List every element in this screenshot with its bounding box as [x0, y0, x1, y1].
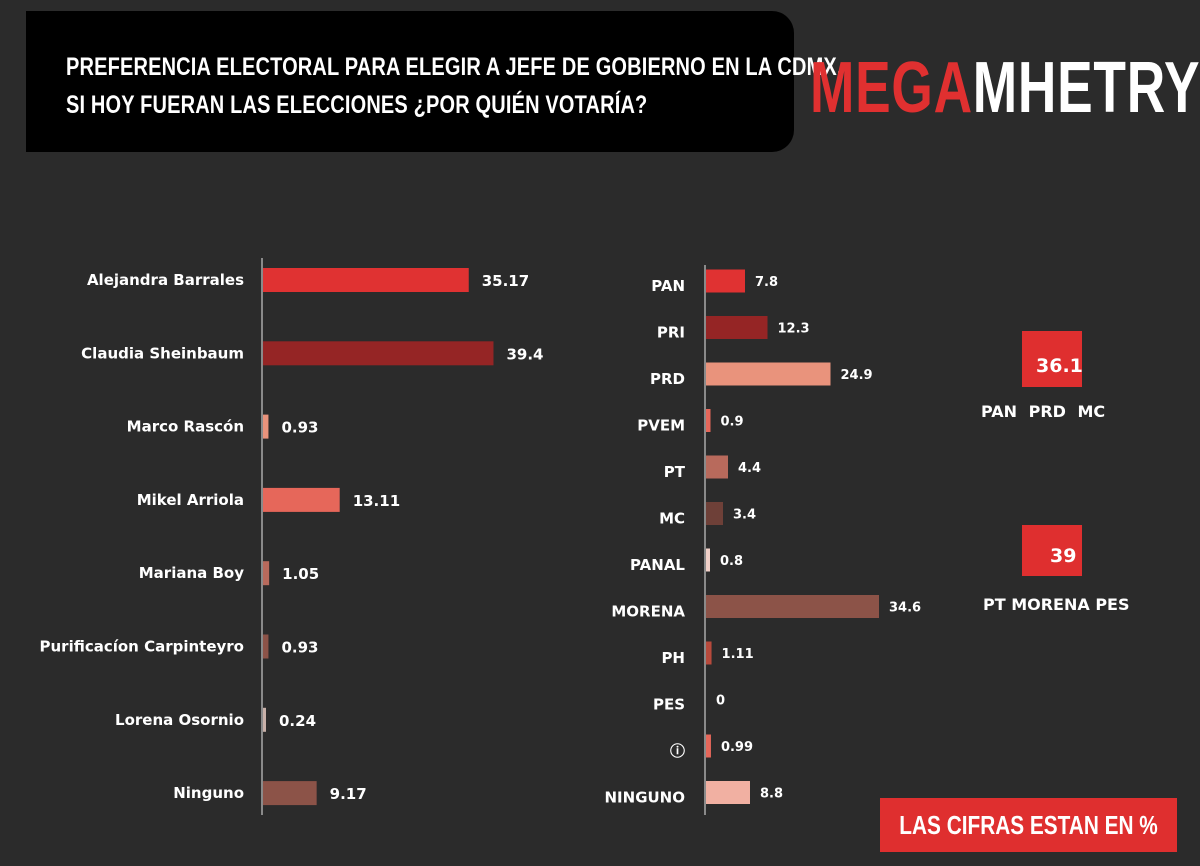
- party-value-label: 8.8: [760, 787, 783, 802]
- party-bar: [706, 269, 745, 293]
- candidate-bar: [263, 781, 317, 806]
- chart-title-line-1: PREFERENCIA ELECTORAL PARA ELEGIR A JEFE…: [66, 53, 843, 81]
- candidate-value-label: 9.17: [330, 785, 367, 803]
- party-bar: [706, 316, 768, 339]
- party-category-label: PT: [664, 463, 686, 481]
- coalition-box-1: [1022, 331, 1082, 387]
- party-category-label: PRI: [657, 324, 685, 342]
- logo-part-mega: MEGA: [810, 48, 973, 128]
- party-preference-chart: PAN 7.8 PRI 12.3 PRD 24.9 PVEM 0.9 PT 4.4 MC 3.4 PAN…: [605, 265, 921, 815]
- units-note-text: LAS CIFRAS ESTAN EN %: [899, 809, 1158, 840]
- coalition-members-2: PT MORENA PES: [983, 595, 1130, 614]
- party-value-label: 1.11: [722, 647, 754, 662]
- chart-title-line-2: SI HOY FUERAN LAS ELECCIONES ¿POR QUIÉN …: [66, 91, 648, 119]
- party-category-label: PRD: [650, 370, 685, 388]
- party-value-label: 0.99: [721, 740, 753, 755]
- coalition-value-2: 39: [1050, 545, 1077, 567]
- candidate-bar: [263, 707, 266, 732]
- party-bar: [706, 409, 711, 432]
- candidate-preference-chart: Alejandra Barrales 35.17 Claudia Sheinbaum…: [40, 258, 544, 815]
- candidate-value-label: 35.17: [482, 272, 529, 290]
- party-bar: [706, 595, 879, 618]
- coalition-value-1: 36.1: [1036, 355, 1083, 377]
- candidate-category-label: Ninguno: [173, 784, 244, 802]
- party-value-label: 34.6: [889, 601, 921, 616]
- coalition-members-1: PAN PRD MC: [981, 402, 1106, 421]
- party-value-label: 0: [716, 694, 725, 709]
- candidate-bar: [263, 634, 269, 659]
- party-value-label: 3.4: [733, 508, 756, 523]
- units-note: LAS CIFRAS ESTAN EN %: [880, 798, 1177, 852]
- candidate-value-label: 13.11: [353, 492, 400, 510]
- logo-part-mhetryk: MHETRYK: [972, 48, 1200, 128]
- candidate-value-label: 0.93: [281, 639, 318, 657]
- party-category-label: ⓘ: [670, 742, 685, 760]
- candidate-value-label: 0.93: [281, 419, 318, 437]
- candidate-category-label: Mikel Arriola: [137, 491, 244, 509]
- party-category-label: MC: [659, 510, 685, 528]
- candidate-bar: [263, 341, 494, 366]
- party-category-label: PH: [661, 649, 685, 667]
- candidate-category-label: Alejandra Barrales: [87, 271, 244, 289]
- candidate-value-label: 0.24: [279, 712, 316, 730]
- party-bar: [706, 781, 750, 804]
- coalition-box-2: [1022, 525, 1082, 576]
- party-bar: [706, 362, 831, 386]
- candidate-category-label: Lorena Osornio: [115, 711, 244, 729]
- party-category-label: MORENA: [611, 603, 685, 621]
- party-value-label: 4.4: [738, 461, 761, 476]
- party-bar: [706, 734, 711, 758]
- party-category-label: NINGUNO: [605, 789, 686, 807]
- party-category-label: PANAL: [630, 556, 685, 574]
- party-value-label: 0.8: [720, 554, 743, 569]
- party-category-label: PAN: [651, 277, 685, 295]
- candidate-category-label: Marco Rascón: [127, 418, 244, 436]
- party-bar: [706, 548, 710, 572]
- title-banner: PREFERENCIA ELECTORAL PARA ELEGIR A JEFE…: [26, 11, 842, 152]
- candidate-category-label: Purificacíon Carpinteyro: [40, 638, 245, 656]
- candidate-bar: [263, 561, 270, 586]
- brand-logo: MEGAMHETRYK: [810, 52, 1200, 124]
- party-category-label: PES: [653, 696, 685, 714]
- party-category-label: PVEM: [637, 417, 685, 435]
- party-bar: [706, 502, 723, 525]
- party-bar: [706, 455, 728, 479]
- party-value-label: 7.8: [755, 275, 778, 290]
- party-bar: [706, 641, 712, 665]
- party-value-label: 12.3: [778, 322, 810, 337]
- candidate-bar: [263, 487, 340, 512]
- candidate-bar: [263, 268, 469, 292]
- candidate-category-label: Mariana Boy: [139, 564, 244, 582]
- candidate-category-label: Claudia Sheinbaum: [81, 344, 244, 362]
- candidate-value-label: 1.05: [282, 565, 319, 583]
- candidate-value-label: 39.4: [506, 345, 543, 363]
- party-value-label: 24.9: [841, 368, 873, 383]
- candidate-bar: [263, 414, 269, 439]
- party-value-label: 0.9: [721, 415, 744, 430]
